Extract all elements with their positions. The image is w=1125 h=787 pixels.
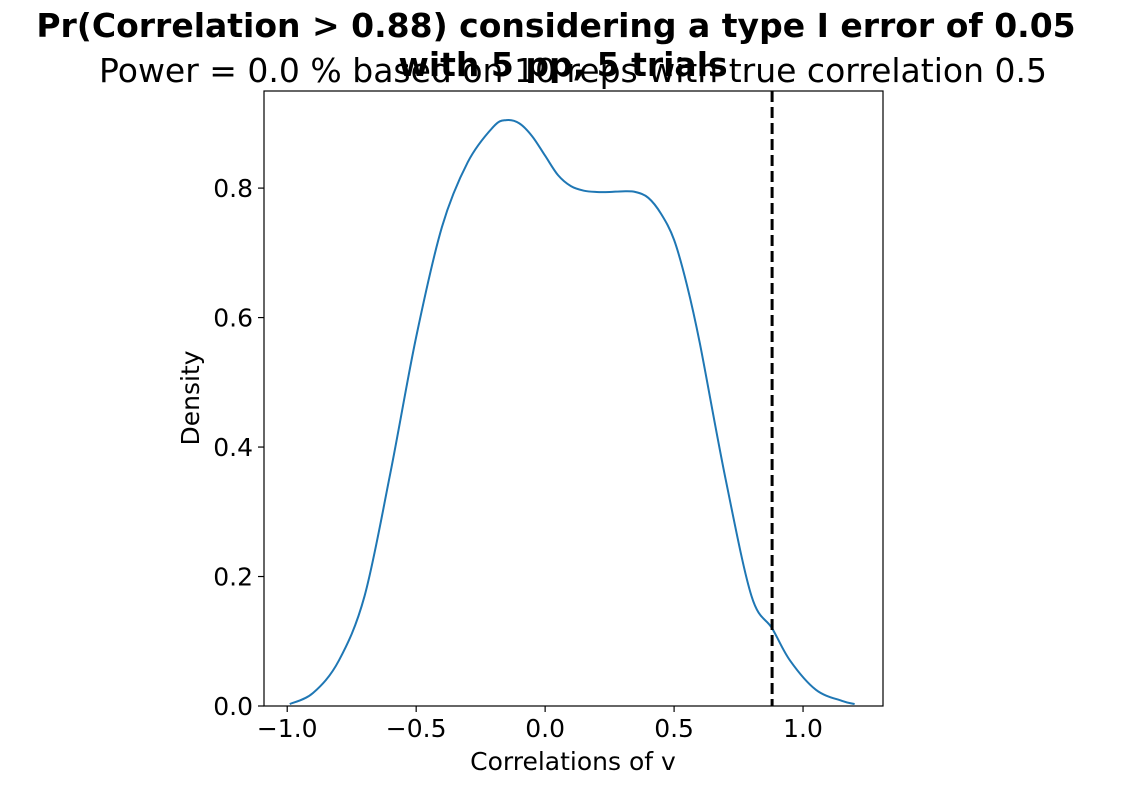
y-tick-label: 0.4: [213, 433, 253, 462]
x-tick-label: 0.0: [525, 714, 565, 743]
chart-title-line-2: with 5 pp, 5 trials: [398, 45, 727, 84]
y-tick-label: 0.8: [213, 174, 253, 203]
y-tick-label: 0.6: [213, 304, 253, 333]
plot-area: −1.0 −0.5 0.0 0.5 1.0 0.0 0.2 0.4 0.6 0.8: [213, 90, 884, 743]
y-tick-label: 0.0: [213, 692, 253, 721]
x-tick-label: −1.0: [257, 714, 318, 743]
y-axis-label: Density: [176, 350, 205, 445]
x-tick-label: 0.5: [654, 714, 694, 743]
plot-frame: [263, 90, 884, 707]
x-tick-label: −0.5: [386, 714, 447, 743]
chart-title-line-1: Pr(Correlation > 0.88) considering a typ…: [36, 6, 1075, 45]
chart-subtitle: Power = 0.0 % based on 10 reps with true…: [99, 51, 1047, 90]
density-curve-0: [289, 119, 855, 706]
y-tick-label: 0.2: [213, 563, 253, 592]
x-axis-label: Correlations of v: [470, 747, 676, 776]
x-tick-label: 1.0: [783, 714, 823, 743]
